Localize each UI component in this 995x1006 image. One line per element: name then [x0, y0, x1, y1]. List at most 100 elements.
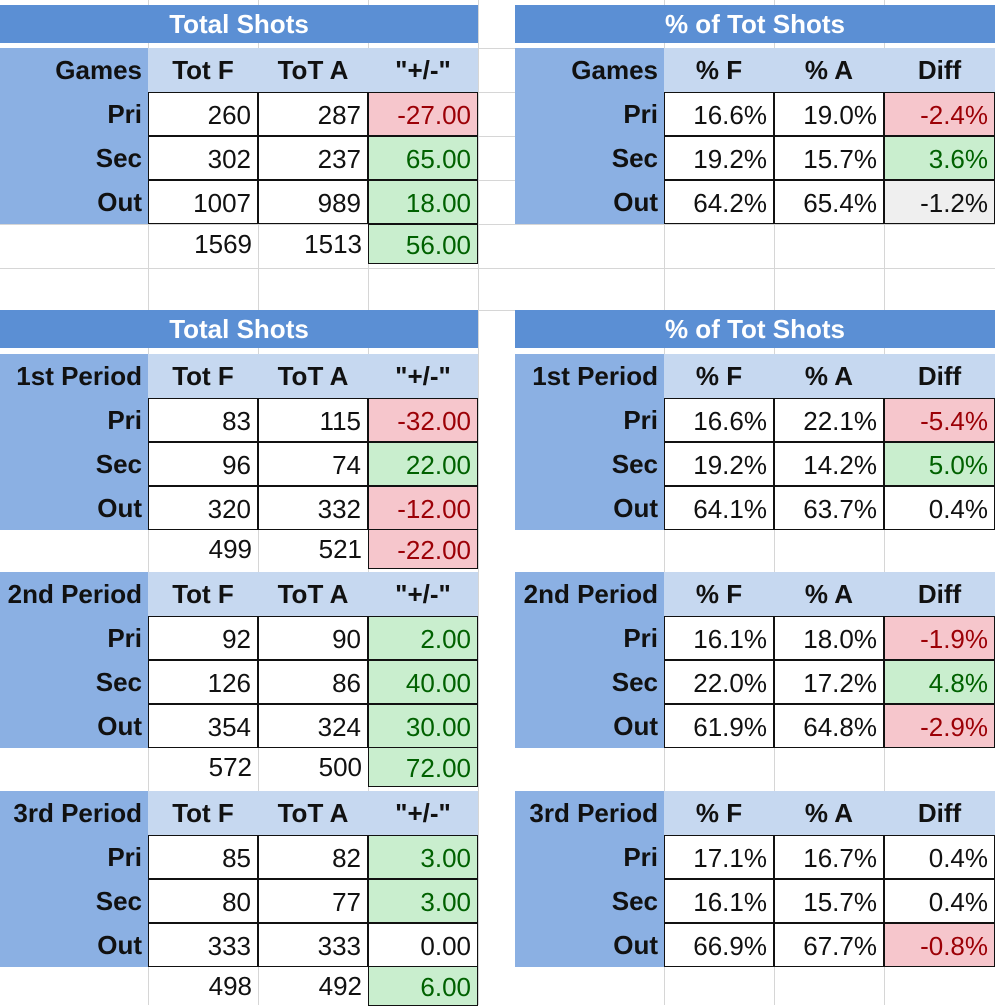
- diff-cell[interactable]: -2.9%: [884, 704, 995, 748]
- data-cell[interactable]: 126: [148, 660, 258, 704]
- diff-cell[interactable]: -27.00: [368, 92, 478, 136]
- total-cell[interactable]: 521: [318, 534, 362, 564]
- data-cell[interactable]: 16.1%: [664, 616, 774, 660]
- table-row-label[interactable]: 3rd Period: [515, 791, 664, 835]
- row-label[interactable]: Out: [0, 180, 148, 224]
- row-label[interactable]: Out: [515, 704, 664, 748]
- table-title[interactable]: % of Tot Shots: [515, 310, 995, 348]
- table-row-label[interactable]: 1st Period: [0, 354, 148, 398]
- total-cell[interactable]: 499: [208, 534, 252, 564]
- diff-cell[interactable]: -2.4%: [884, 92, 995, 136]
- data-cell[interactable]: 16.7%: [774, 835, 884, 879]
- table-title[interactable]: % of Tot Shots: [515, 5, 995, 43]
- data-cell[interactable]: 66.9%: [664, 923, 774, 967]
- data-cell[interactable]: 17.1%: [664, 835, 774, 879]
- row-label[interactable]: Out: [0, 486, 148, 530]
- total-cell[interactable]: 500: [318, 752, 362, 782]
- row-label[interactable]: Sec: [0, 136, 148, 180]
- diff-cell[interactable]: 0.4%: [884, 879, 995, 923]
- row-label[interactable]: Pri: [515, 398, 664, 442]
- data-cell[interactable]: 64.8%: [774, 704, 884, 748]
- column-header[interactable]: % F: [664, 48, 774, 92]
- data-cell[interactable]: 15.7%: [774, 136, 884, 180]
- data-cell[interactable]: 17.2%: [774, 660, 884, 704]
- diff-cell[interactable]: 0.4%: [884, 486, 995, 530]
- diff-cell[interactable]: 5.0%: [884, 442, 995, 486]
- column-header[interactable]: % F: [664, 572, 774, 616]
- data-cell[interactable]: 19.2%: [664, 136, 774, 180]
- data-cell[interactable]: 115: [258, 398, 368, 442]
- diff-cell[interactable]: -12.00: [368, 486, 478, 530]
- diff-cell[interactable]: -1.9%: [884, 616, 995, 660]
- diff-cell[interactable]: 30.00: [368, 704, 478, 748]
- data-cell[interactable]: 74: [258, 442, 368, 486]
- diff-cell[interactable]: 3.00: [368, 835, 478, 879]
- column-header[interactable]: Tot F: [148, 354, 258, 398]
- row-label[interactable]: Out: [515, 180, 664, 224]
- column-header[interactable]: "+/-": [368, 572, 478, 616]
- row-label[interactable]: Out: [0, 923, 148, 967]
- data-cell[interactable]: 287: [258, 92, 368, 136]
- diff-cell[interactable]: -1.2%: [884, 180, 995, 224]
- diff-cell[interactable]: -32.00: [368, 398, 478, 442]
- data-cell[interactable]: 16.6%: [664, 92, 774, 136]
- data-cell[interactable]: 61.9%: [664, 704, 774, 748]
- data-cell[interactable]: 96: [148, 442, 258, 486]
- total-cell[interactable]: 1569: [194, 229, 252, 259]
- table-title[interactable]: Total Shots: [0, 310, 478, 348]
- data-cell[interactable]: 14.2%: [774, 442, 884, 486]
- data-cell[interactable]: 67.7%: [774, 923, 884, 967]
- data-cell[interactable]: 64.2%: [664, 180, 774, 224]
- total-cell[interactable]: 492: [318, 971, 362, 1001]
- column-header[interactable]: "+/-": [368, 791, 478, 835]
- row-label[interactable]: Sec: [515, 136, 664, 180]
- data-cell[interactable]: 19.2%: [664, 442, 774, 486]
- data-cell[interactable]: 90: [258, 616, 368, 660]
- data-cell[interactable]: 260: [148, 92, 258, 136]
- data-cell[interactable]: 22.0%: [664, 660, 774, 704]
- column-header[interactable]: Diff: [884, 354, 995, 398]
- data-cell[interactable]: 92: [148, 616, 258, 660]
- data-cell[interactable]: 85: [148, 835, 258, 879]
- total-cell[interactable]: 498: [208, 971, 252, 1001]
- data-cell[interactable]: 333: [148, 923, 258, 967]
- table-title[interactable]: Total Shots: [0, 5, 478, 43]
- row-label[interactable]: Pri: [515, 92, 664, 136]
- column-header[interactable]: ToT A: [258, 48, 368, 92]
- data-cell[interactable]: 332: [258, 486, 368, 530]
- column-header[interactable]: ToT A: [258, 354, 368, 398]
- table-row-label[interactable]: 3rd Period: [0, 791, 148, 835]
- row-label[interactable]: Sec: [0, 442, 148, 486]
- data-cell[interactable]: 1007: [148, 180, 258, 224]
- total-diff-cell[interactable]: 72.00: [368, 747, 478, 787]
- column-header[interactable]: % A: [774, 572, 884, 616]
- table-row-label[interactable]: Games: [515, 48, 664, 92]
- row-label[interactable]: Pri: [0, 398, 148, 442]
- table-row-label[interactable]: 1st Period: [515, 354, 664, 398]
- diff-cell[interactable]: 3.00: [368, 879, 478, 923]
- diff-cell[interactable]: 0.4%: [884, 835, 995, 879]
- data-cell[interactable]: 15.7%: [774, 879, 884, 923]
- diff-cell[interactable]: 4.8%: [884, 660, 995, 704]
- total-diff-cell[interactable]: -22.00: [368, 529, 478, 569]
- row-label[interactable]: Out: [515, 923, 664, 967]
- column-header[interactable]: % F: [664, 791, 774, 835]
- data-cell[interactable]: 22.1%: [774, 398, 884, 442]
- data-cell[interactable]: 80: [148, 879, 258, 923]
- row-label[interactable]: Pri: [0, 92, 148, 136]
- column-header[interactable]: % A: [774, 354, 884, 398]
- data-cell[interactable]: 18.0%: [774, 616, 884, 660]
- row-label[interactable]: Pri: [0, 835, 148, 879]
- table-row-label[interactable]: 2nd Period: [0, 572, 148, 616]
- data-cell[interactable]: 63.7%: [774, 486, 884, 530]
- diff-cell[interactable]: 2.00: [368, 616, 478, 660]
- column-header[interactable]: Tot F: [148, 48, 258, 92]
- data-cell[interactable]: 354: [148, 704, 258, 748]
- column-header[interactable]: % A: [774, 791, 884, 835]
- data-cell[interactable]: 320: [148, 486, 258, 530]
- column-header[interactable]: "+/-": [368, 354, 478, 398]
- row-label[interactable]: Pri: [515, 835, 664, 879]
- total-cell[interactable]: 572: [208, 752, 252, 782]
- diff-cell[interactable]: 0.00: [368, 923, 478, 967]
- row-label[interactable]: Out: [0, 704, 148, 748]
